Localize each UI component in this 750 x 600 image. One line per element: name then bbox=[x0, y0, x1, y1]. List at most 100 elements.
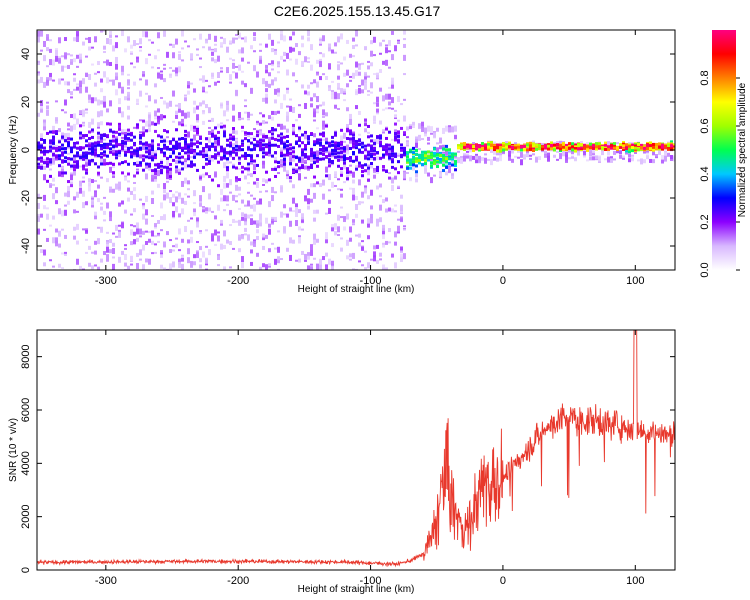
spectrogram-cell bbox=[187, 82, 190, 89]
spectrogram-cell bbox=[373, 157, 376, 161]
spectrogram-cell bbox=[268, 152, 271, 157]
spectrogram-cell bbox=[220, 36, 223, 39]
spectrogram-cell bbox=[136, 163, 139, 167]
spectrogram-cell bbox=[355, 61, 358, 68]
spectrogram-cell bbox=[304, 130, 307, 134]
spectrogram-cell bbox=[430, 155, 433, 159]
spectrogram-cell bbox=[397, 119, 400, 122]
spectrogram-cell bbox=[622, 141, 625, 145]
spectrogram-cell bbox=[448, 161, 451, 165]
spectrogram-cell bbox=[355, 165, 358, 170]
spectrogram-cell bbox=[265, 134, 268, 138]
spectrogram-cell bbox=[529, 144, 532, 148]
spectrogram-cell bbox=[58, 145, 61, 149]
spectrogram-cell bbox=[76, 86, 79, 91]
spectrogram-cell bbox=[43, 194, 46, 201]
spectrogram-cell bbox=[238, 234, 241, 241]
spectrogram-cell bbox=[64, 234, 67, 239]
spectrogram-cell bbox=[313, 156, 316, 160]
spectrogram-cell bbox=[403, 153, 406, 157]
spectrogram-cell bbox=[148, 149, 151, 153]
spectrogram-cell bbox=[127, 172, 130, 176]
spectrogram-cell bbox=[40, 108, 43, 113]
spectrogram-cell bbox=[262, 164, 265, 169]
spectrogram-cell bbox=[646, 152, 649, 155]
spectrogram-cell bbox=[511, 147, 514, 154]
spectrogram-cell bbox=[337, 178, 340, 181]
spectrogram-cell bbox=[328, 142, 331, 146]
spectrogram-cell bbox=[250, 45, 253, 50]
spectrogram-cell bbox=[385, 240, 388, 245]
spectrogram-cell bbox=[259, 57, 262, 64]
spectrogram-cell bbox=[112, 242, 115, 247]
spectrogram-cell bbox=[232, 129, 235, 134]
spectrogram-cell bbox=[61, 160, 64, 164]
spectrogram-cell bbox=[55, 187, 58, 194]
spectrogram-cell bbox=[229, 74, 232, 81]
snr-x-label: Height of straight line (km) bbox=[298, 584, 415, 595]
spectrogram-cell bbox=[187, 154, 190, 158]
spectrogram-cell bbox=[298, 235, 301, 238]
spectrogram-cell bbox=[442, 156, 445, 160]
spectrogram-cell bbox=[532, 153, 535, 156]
spectrogram-cell bbox=[94, 264, 97, 267]
spectrogram-cell bbox=[370, 139, 373, 143]
spectrogram-cell bbox=[106, 59, 109, 66]
spectrogram-cell bbox=[604, 141, 607, 145]
spectrogram-cell bbox=[355, 268, 358, 270]
spectrogram-cell bbox=[322, 193, 325, 200]
spectrogram-cell bbox=[43, 126, 46, 131]
spectrogram-cell bbox=[394, 132, 397, 136]
spectrogram-cell bbox=[364, 155, 367, 159]
spectrogram-cell bbox=[247, 214, 250, 219]
spectrogram-cell bbox=[145, 79, 148, 86]
spectrogram-cell bbox=[124, 254, 127, 261]
spectrogram-cell bbox=[130, 255, 133, 262]
spectrogram-cell bbox=[364, 169, 367, 173]
spectrogram-cell bbox=[592, 143, 595, 147]
spectrogram-cell bbox=[40, 137, 43, 141]
spectrogram-cell bbox=[475, 147, 478, 151]
spectrogram-cell bbox=[166, 102, 169, 109]
spectrogram-cell bbox=[337, 141, 340, 145]
spectrogram-cell bbox=[106, 144, 109, 148]
spectrogram-cell bbox=[199, 152, 202, 156]
spectrogram-cell bbox=[136, 151, 139, 155]
spectrogram-cell bbox=[373, 36, 376, 43]
spectrogram-cell bbox=[160, 164, 163, 168]
spectrogram-cell bbox=[37, 112, 40, 117]
spectrogram-cell bbox=[46, 164, 49, 168]
spectrogram-cell bbox=[508, 145, 511, 149]
spectrogram-cell bbox=[430, 132, 433, 135]
spectrogram-cell bbox=[91, 147, 94, 151]
spectrogram-cell bbox=[352, 136, 355, 140]
spectrogram-cell bbox=[49, 168, 52, 171]
spectrogram-cell bbox=[631, 149, 634, 153]
spectrogram-cell bbox=[112, 256, 115, 259]
spectrogram-cell bbox=[238, 178, 241, 182]
spectrogram-cell bbox=[598, 145, 601, 149]
spectrogram-cell bbox=[97, 198, 100, 203]
spectrogram-cell bbox=[274, 247, 277, 250]
spectrogram-cell bbox=[298, 159, 301, 163]
spectrogram-cell bbox=[463, 147, 466, 151]
spectrogram-cell bbox=[325, 141, 328, 145]
spectrogram-cell bbox=[379, 140, 382, 144]
spectrogram-cell bbox=[271, 132, 274, 136]
spectrogram-cell bbox=[304, 147, 307, 151]
spectrogram-cell bbox=[622, 147, 625, 151]
spectrogram-cell bbox=[355, 139, 358, 143]
spectrogram-cell bbox=[502, 144, 505, 148]
spectrogram-cell bbox=[292, 146, 295, 150]
spectrogram-cell bbox=[259, 131, 262, 136]
spectrogram-cell bbox=[196, 118, 199, 123]
spectrogram-cell bbox=[373, 167, 376, 172]
spectrogram-cell bbox=[208, 146, 211, 150]
spectrogram-cell bbox=[460, 143, 463, 147]
spectrogram-cell bbox=[319, 148, 322, 152]
spectrogram-cell bbox=[109, 249, 112, 254]
spectrogram-cell bbox=[346, 137, 349, 141]
spectrogram-cell bbox=[121, 71, 124, 76]
spectrogram-cell bbox=[646, 143, 649, 147]
spectrogram-cell bbox=[175, 143, 178, 147]
